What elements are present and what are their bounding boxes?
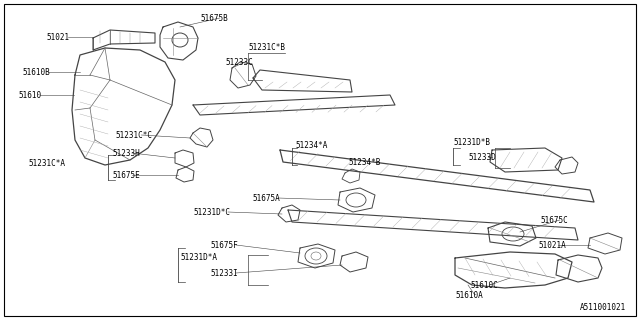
Text: 51675B: 51675B (200, 13, 228, 22)
Text: 51610: 51610 (19, 91, 42, 100)
Text: 51021: 51021 (47, 33, 70, 42)
Text: 51233D: 51233D (468, 153, 496, 162)
Text: 51234*B: 51234*B (348, 157, 380, 166)
Text: 51231D*C: 51231D*C (193, 207, 230, 217)
Text: 51675A: 51675A (252, 194, 280, 203)
Text: 51675C: 51675C (540, 215, 568, 225)
Text: 51675F: 51675F (211, 241, 238, 250)
Text: A511001021: A511001021 (580, 303, 626, 313)
Text: 51610C: 51610C (470, 281, 498, 290)
Text: 51021A: 51021A (538, 241, 566, 250)
Text: 51610B: 51610B (22, 68, 50, 76)
Text: 51231D*A: 51231D*A (180, 253, 217, 262)
Text: 51610A: 51610A (455, 291, 483, 300)
Text: 51231C*C: 51231C*C (115, 131, 152, 140)
Text: 51231D*B: 51231D*B (453, 138, 490, 147)
Text: 51234*A: 51234*A (295, 140, 328, 149)
Text: 51233H: 51233H (112, 148, 140, 157)
Text: 51231C*A: 51231C*A (28, 158, 65, 167)
Text: 51233I: 51233I (211, 268, 238, 277)
Text: 51675E: 51675E (112, 171, 140, 180)
Text: 51231C*B: 51231C*B (248, 43, 285, 52)
Text: 51233C: 51233C (225, 58, 253, 67)
